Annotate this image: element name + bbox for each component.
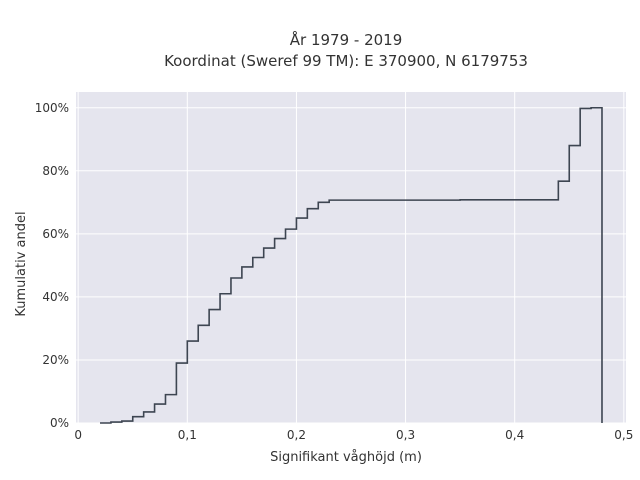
y-tick-label: 80% [42,164,69,178]
y-tick-label: 20% [42,353,69,367]
y-tick-label: 60% [42,227,69,241]
x-tick-label: 0,3 [396,428,415,442]
y-axis-label: Kumulativ andel [14,211,29,316]
chart-title-line2: Koordinat (Sweref 99 TM): E 370900, N 61… [164,52,528,70]
series-layer [100,106,603,424]
x-tick-label: 0,5 [614,428,633,442]
grid [76,92,626,424]
x-axis-label: Signifikant våghöjd (m) [270,450,422,465]
series-line-0 [100,106,603,424]
x-tick-label: 0,1 [178,428,197,442]
plot-area [76,92,626,423]
y-tick-label: 100% [35,101,69,115]
x-tick-label: 0 [74,428,82,442]
x-tick-label: 0,2 [287,428,306,442]
y-tick-label: 40% [42,290,69,304]
x-tick-label: 0,4 [505,428,524,442]
y-axis-ticks: 0% 20% 40% 60% 80% 100% [35,101,69,430]
x-axis-ticks: 0 0,1 0,2 0,3 0,4 0,5 [74,428,633,442]
y-tick-label: 0% [50,416,69,430]
chart-title-line1: År 1979 - 2019 [290,30,403,49]
